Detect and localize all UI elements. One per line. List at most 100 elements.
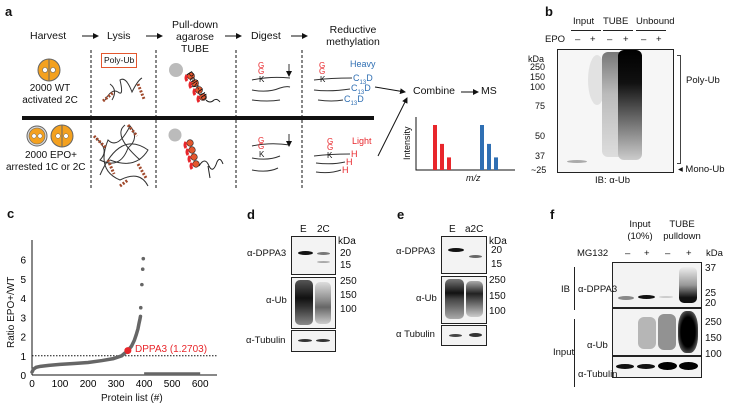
y-tick-label: 5 [20,275,26,286]
marker: ~25 [531,165,547,175]
wt-stage: activated 2C [22,95,78,106]
row-label: α-DPPA3 [247,248,287,259]
ms-bar-heavy [487,143,491,170]
ub-chain-icon [184,72,221,103]
marker: 50 [535,131,546,141]
ms-bar-light [433,125,437,170]
lane-label: a2C [465,224,484,235]
mz-label: m/z [466,173,481,183]
blot-tubulin [291,330,336,352]
blot-dppa3 [612,262,702,308]
sign: + [656,34,662,45]
ratio-chart: 0 100 200 300 400 500 600 0 1 2 3 4 5 6 [20,240,217,390]
ms-bar-heavy [494,157,498,170]
group-tube: TUBE [603,16,629,27]
y-tick-label: 2 [20,333,26,344]
marker: 75 [535,101,546,111]
marker: 37 [705,263,717,274]
row-label: α-Tubulin [578,369,618,380]
epo-label: EPO [545,34,566,45]
outlier-point [140,282,144,287]
wt-count: 2000 WT [29,83,71,94]
step-pulldown: Pull-down [171,19,219,31]
ms-bar-light [440,143,444,170]
kda-label: kDa [338,236,356,247]
polyub-label: Poly-Ub [686,75,720,86]
lane-label: E [300,224,307,235]
sign: – [641,34,647,45]
row-label: α-Ub [416,293,437,304]
sign: – [665,248,671,259]
y-tick-label: 0 [20,371,26,382]
x-tick-label: 0 [29,379,35,390]
mg132-label: MG132 [577,248,609,259]
y-tick-label: 6 [20,256,26,267]
marker: 20 [705,298,717,309]
wt-embryo-icon [37,58,61,82]
ub-chain-icon [183,139,224,179]
marker: 25 [705,288,717,299]
arrow-icon [377,97,408,157]
group-unbound: Unbound [636,16,675,27]
marker: 100 [340,304,357,315]
k-mark: K [327,151,333,160]
kda-label: kDa [489,236,507,247]
marker: 150 [489,291,506,302]
epo-stage: arrested 1C or 2C [6,162,86,173]
agarose-bead-icon [169,63,183,77]
blot-ub [291,277,336,329]
h-label: H [351,149,358,159]
x-axis-label: Protein list (#) [101,393,163,404]
marker: 15 [491,259,503,270]
monoub-label: ◂ Mono-Ub [678,164,725,175]
dppa3-annotation: DPPA3 (1.2703) [135,344,208,355]
marker: 15 [340,260,352,271]
kda-label: kDa [706,248,723,259]
step-harvest: Harvest [30,30,67,42]
marker: 150 [340,290,357,301]
polyub-box: Poly-Ub [101,53,138,68]
panel-e-label: e [397,207,405,222]
h-label: H [346,157,353,167]
row-label: α-DPPA3 [396,246,436,257]
c13d-label: C13D [353,73,373,86]
ms-bar-heavy [480,125,484,170]
step-methylation: methylation [326,36,380,48]
panel-d-label: d [247,207,255,222]
ms-axes [415,117,515,171]
y-tick-label: 4 [20,294,26,305]
dppa3-point [124,347,132,355]
marker: 150 [705,333,722,344]
row-label: α-Tubulin [246,335,286,346]
x-tick-label: 600 [192,379,209,390]
marker: 100 [705,349,722,360]
intensity-label: Intensity [402,126,412,160]
ib-label: IB: α-Ub [595,175,631,186]
step-reductive: Reductive [329,24,377,36]
arrow-icon [374,86,406,95]
sign: + [623,34,629,45]
outlier-point [138,305,143,310]
input-label: Input [553,347,575,358]
agarose-bead-icon [168,128,182,142]
marker: 250 [705,317,722,328]
sign: + [686,248,692,259]
row-label: α-Ub [587,340,608,351]
panel-a-label: a [5,4,13,19]
row-label: α-DPPA3 [578,284,618,295]
ms-label: MS [481,85,497,97]
outlier-point [141,256,146,261]
marker: 100 [489,306,506,317]
sign: – [625,248,631,259]
marker: 250 [489,275,506,286]
h-label: H [342,165,349,175]
marker: 100 [530,82,546,92]
sign: + [644,248,650,259]
x-tick-label: 400 [136,379,153,390]
input-bracket [574,319,575,387]
polyub-bracket [677,55,681,164]
